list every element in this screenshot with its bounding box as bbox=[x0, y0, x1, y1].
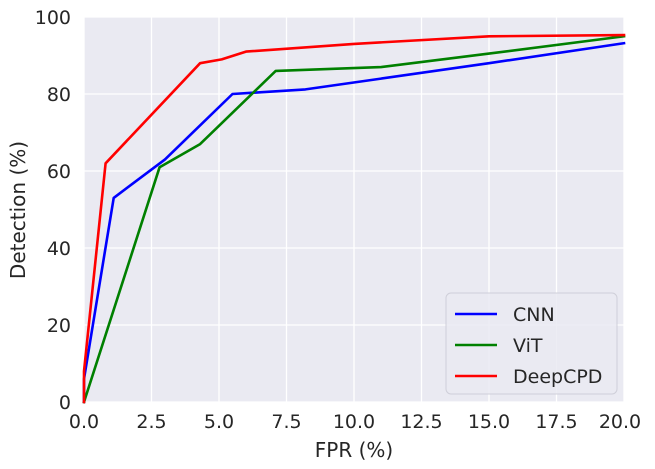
series-line-deepcpd bbox=[82, 33, 626, 404]
x-tick-label: 10.0 bbox=[333, 411, 375, 433]
y-axis-tick-labels: 0 20 40 60 80 100 bbox=[35, 7, 71, 414]
y-axis-label: Detection (%) bbox=[6, 141, 30, 279]
series-line-cnn bbox=[82, 41, 626, 404]
legend-box bbox=[445, 292, 618, 395]
legend-label: DeepCPD bbox=[513, 366, 602, 388]
x-tick-label: 7.5 bbox=[271, 411, 301, 433]
y-tick-label: 80 bbox=[47, 84, 71, 106]
x-tick-label: 2.5 bbox=[136, 411, 166, 433]
legend-label: ViT bbox=[513, 335, 543, 357]
series-lines bbox=[82, 33, 626, 404]
series-line-vit bbox=[82, 34, 626, 404]
x-tick-label: 0.0 bbox=[69, 411, 99, 433]
x-tick-label: 12.5 bbox=[400, 411, 442, 433]
x-tick-label: 15.0 bbox=[468, 411, 510, 433]
x-tick-label: 20.0 bbox=[599, 411, 641, 433]
y-tick-label: 0 bbox=[59, 392, 71, 414]
y-tick-label: 20 bbox=[47, 315, 71, 337]
x-axis-tick-labels: 0.0 2.5 5.0 7.5 10.0 12.5 15.0 17.5 20.0 bbox=[69, 411, 641, 433]
x-tick-label: 17.5 bbox=[535, 411, 577, 433]
legend: CNN ViT DeepCPD bbox=[445, 292, 618, 395]
y-tick-label: 40 bbox=[47, 238, 71, 260]
legend-label: CNN bbox=[513, 304, 555, 326]
y-tick-label: 100 bbox=[35, 7, 71, 29]
x-axis-label: FPR (%) bbox=[315, 438, 393, 462]
x-tick-label: 5.0 bbox=[204, 411, 234, 433]
y-tick-label: 60 bbox=[47, 161, 71, 183]
